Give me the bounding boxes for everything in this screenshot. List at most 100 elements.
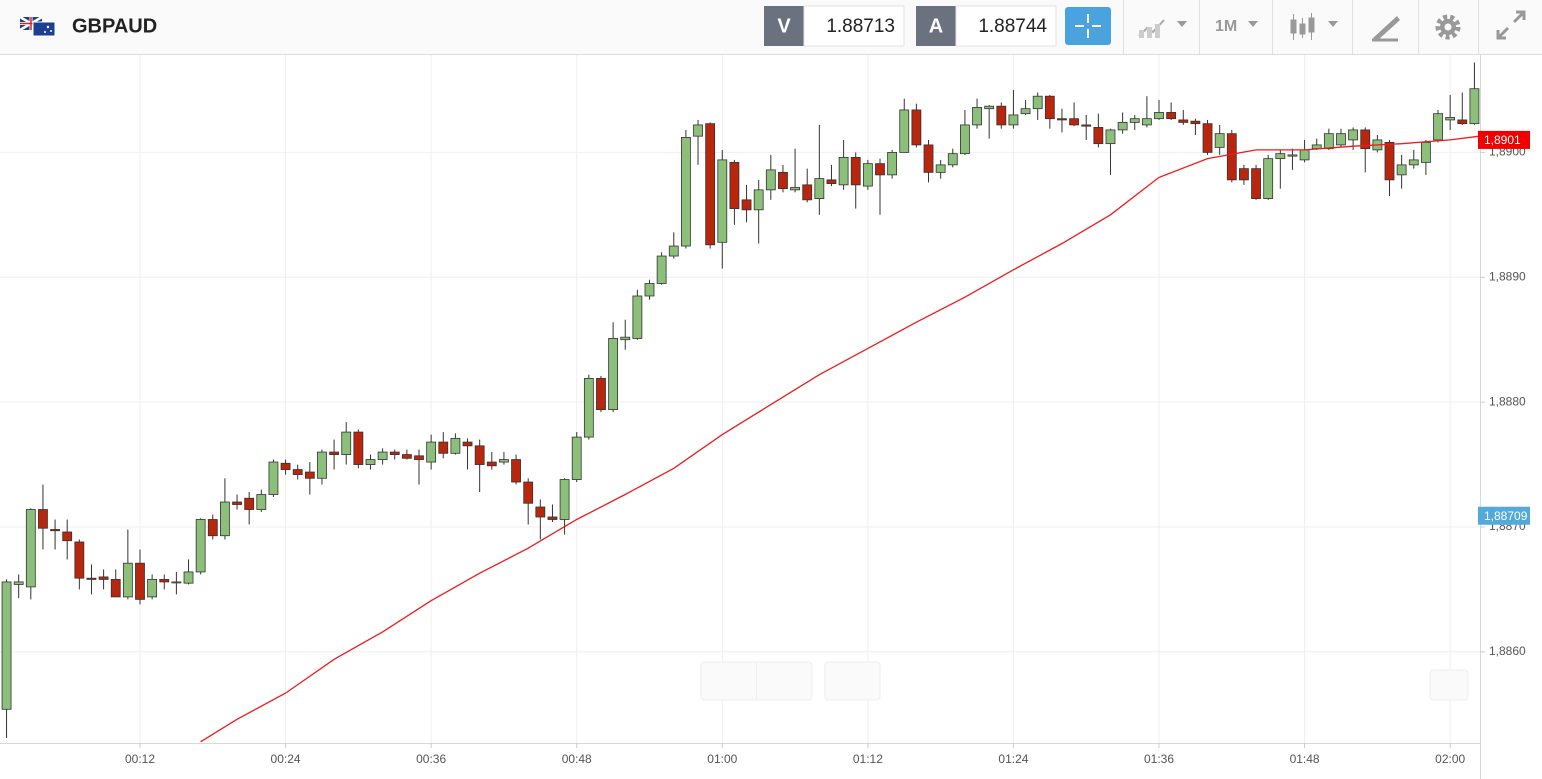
candle-body xyxy=(462,441,473,447)
candle-body xyxy=(147,579,158,598)
drawing-tool-button[interactable] xyxy=(1372,16,1400,42)
reset-control[interactable] xyxy=(824,661,881,701)
candle-body xyxy=(1396,164,1407,176)
candle-body xyxy=(535,506,546,518)
candle-body xyxy=(717,159,728,243)
candle-body xyxy=(1020,108,1031,115)
candle-body xyxy=(1081,124,1092,127)
candle-body xyxy=(838,156,849,186)
candle-body xyxy=(1093,127,1104,145)
candle-body xyxy=(668,245,679,257)
candle-body xyxy=(256,494,267,510)
candle-body xyxy=(693,124,703,137)
candle-body xyxy=(1044,95,1055,120)
candle-body xyxy=(632,295,643,339)
candle-body xyxy=(1360,129,1371,150)
symbol: GBPAUD xyxy=(72,15,157,37)
candle-body xyxy=(705,123,716,246)
candle-body xyxy=(1348,129,1359,141)
candle-body xyxy=(753,189,764,211)
crosshair-button[interactable] xyxy=(1065,7,1111,45)
buy-button[interactable] xyxy=(916,6,956,46)
price-tag-label: 1,88709 xyxy=(1484,509,1528,523)
candle-body xyxy=(414,455,424,460)
sell-price: 1.88713 xyxy=(826,16,895,37)
candle-body xyxy=(1445,117,1456,121)
price-tag-label: 1,8901 xyxy=(1484,133,1521,147)
candle-body xyxy=(159,579,170,583)
candle-body xyxy=(644,283,655,297)
plot-marks xyxy=(1,62,1480,743)
candle-body xyxy=(947,153,958,166)
flag-icon xyxy=(19,15,56,37)
candle-body xyxy=(911,109,922,146)
candle-body xyxy=(62,531,73,542)
candle-body xyxy=(13,581,24,585)
candle-body xyxy=(1323,133,1334,150)
price-tag xyxy=(1478,506,1530,525)
candle-body xyxy=(680,137,691,247)
x-tick-label: 01:00 xyxy=(707,752,737,766)
candle-body xyxy=(1275,153,1286,160)
candle-body xyxy=(656,255,667,284)
scroll-control[interactable] xyxy=(1429,669,1469,701)
candle-body xyxy=(377,451,388,460)
candle-body xyxy=(935,164,946,173)
candle-body xyxy=(899,109,910,153)
candle-body xyxy=(547,516,558,520)
candle-body xyxy=(1251,168,1261,199)
candle-body xyxy=(1239,168,1249,181)
candle-body xyxy=(960,124,970,155)
chart-type-button[interactable] xyxy=(1138,19,1187,38)
candle-body xyxy=(571,436,582,480)
candle-body xyxy=(98,576,109,580)
candle-body xyxy=(875,163,885,176)
candle-body xyxy=(1202,123,1213,153)
candle-body xyxy=(1057,118,1067,121)
candle-body xyxy=(1469,88,1480,125)
candle-body xyxy=(511,459,521,483)
candle-body xyxy=(1190,120,1201,125)
candle-body xyxy=(401,454,412,459)
fullscreen-button[interactable] xyxy=(1496,10,1526,40)
crosshair-icon xyxy=(1075,14,1101,38)
candle-body xyxy=(86,577,97,580)
moving-average-line xyxy=(200,135,1480,743)
candle-body xyxy=(244,497,255,510)
candle-body xyxy=(596,377,606,411)
candle-body xyxy=(923,144,934,173)
sell-price-box[interactable] xyxy=(803,5,905,47)
candle-body xyxy=(183,571,194,584)
candle-body xyxy=(195,519,206,573)
candle-body xyxy=(292,469,303,475)
candle-body xyxy=(365,459,376,465)
candle-body xyxy=(1457,119,1468,125)
candle-style-button[interactable] xyxy=(1290,13,1338,40)
buy-price-box[interactable] xyxy=(955,5,1057,47)
candle-body xyxy=(620,336,631,341)
candle-body xyxy=(608,338,619,411)
buy-label: A xyxy=(929,15,943,37)
timeframe-button[interactable]: 1M xyxy=(1215,18,1258,35)
candle-body xyxy=(1154,112,1164,120)
candle-body xyxy=(826,179,837,185)
candle-body xyxy=(74,541,85,579)
candle-body xyxy=(1384,142,1395,181)
candle-body xyxy=(814,178,825,199)
candle-body xyxy=(135,562,145,600)
settings-button[interactable] xyxy=(1435,14,1461,40)
candle-body xyxy=(450,437,461,454)
candle-body xyxy=(1263,158,1274,199)
candle-body xyxy=(862,163,873,187)
candle-body xyxy=(802,184,813,201)
x-tick-label: 01:48 xyxy=(1290,752,1320,766)
candle-body xyxy=(486,461,497,467)
sell-button[interactable] xyxy=(764,6,804,46)
candle-body xyxy=(790,186,800,191)
candle-body xyxy=(474,445,485,465)
candle-body xyxy=(1433,113,1443,141)
candle-body xyxy=(426,441,437,463)
grid xyxy=(0,55,1480,743)
candle-body xyxy=(38,509,48,529)
